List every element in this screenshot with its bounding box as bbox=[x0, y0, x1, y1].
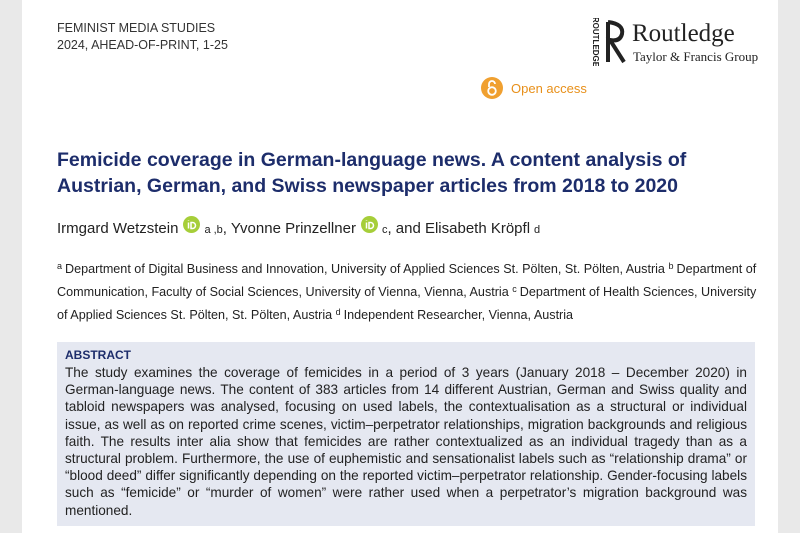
publisher-icon bbox=[605, 20, 626, 64]
orcid-icon[interactable] bbox=[360, 216, 378, 233]
author-name: , and Elisabeth Kröpfl bbox=[387, 220, 531, 237]
author-affiliation: c bbox=[381, 224, 388, 236]
journal-name: FEMINIST MEDIA STUDIES bbox=[57, 21, 216, 35]
abstract-text: The study examines the coverage of femic… bbox=[65, 365, 747, 518]
open-access-icon bbox=[481, 77, 503, 99]
affiliations: a Department of Digital Business and Inno… bbox=[57, 256, 757, 325]
author-affiliation: d bbox=[534, 224, 541, 236]
publisher-group: Taylor & Francis Group bbox=[633, 49, 759, 64]
article-page: FEMINIST MEDIA STUDIES 2024, AHEAD-OF-PR… bbox=[22, 0, 778, 533]
authors: Irmgard Wetzstein a ,b, Yvonne Prinzellne… bbox=[57, 216, 540, 237]
article-title: Femicide coverage in German-language new… bbox=[57, 149, 687, 197]
affiliation-label: a bbox=[57, 261, 63, 271]
abstract-box: ABSTRACT The study examines the coverage… bbox=[57, 342, 755, 526]
publisher: Routledge bbox=[632, 20, 735, 47]
publisher-mark-text: ROUTLEDGE bbox=[591, 18, 600, 66]
affiliation-text: Independent Researcher, Vienna, Austria bbox=[343, 308, 574, 322]
open-access: Open access bbox=[481, 77, 587, 99]
affiliation-text: Department of Digital Business and Innov… bbox=[65, 262, 665, 276]
affiliation-text: Department of Health Sciences, Universit… bbox=[57, 285, 757, 322]
affiliation-label: d bbox=[335, 307, 341, 317]
author-affiliation: a ,b bbox=[204, 224, 223, 236]
orcid-icon[interactable] bbox=[183, 216, 201, 233]
affiliation-text: Department of Communication, Faculty of … bbox=[57, 262, 757, 299]
author-name: , Yvonne Prinzellner bbox=[222, 220, 356, 237]
author-name: Irmgard Wetzstein bbox=[57, 220, 179, 237]
journal-info: FEMINIST MEDIA STUDIES 2024, AHEAD-OF-PR… bbox=[57, 20, 228, 54]
open-access-label: Open access bbox=[511, 80, 587, 96]
abstract-heading: ABSTRACT bbox=[65, 348, 131, 362]
issue: 2024, AHEAD-OF-PRINT, 1-25 bbox=[57, 38, 228, 52]
affiliation-label: c bbox=[512, 284, 517, 294]
affiliation-label: b bbox=[668, 261, 674, 271]
publisher-mark: ROUTLEDGE bbox=[591, 18, 600, 66]
